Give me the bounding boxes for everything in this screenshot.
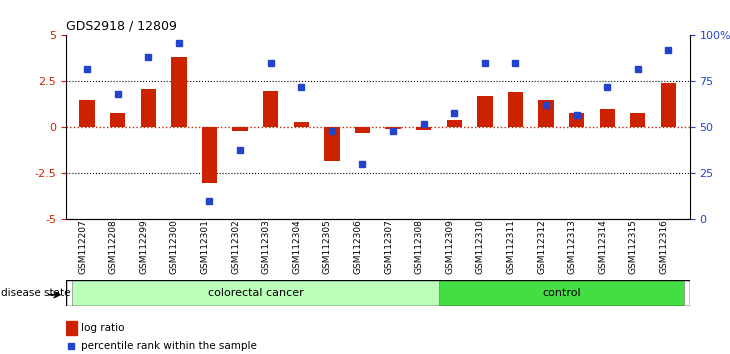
Text: GSM112312: GSM112312: [537, 219, 546, 274]
Text: GSM112311: GSM112311: [507, 219, 515, 274]
Bar: [447, 120, 462, 127]
Text: GSM112299: GSM112299: [139, 219, 148, 274]
Bar: [232, 127, 247, 131]
Text: GSM112305: GSM112305: [323, 219, 332, 274]
Bar: [110, 113, 126, 127]
Bar: [80, 100, 95, 127]
Bar: [569, 113, 584, 127]
Text: GSM112307: GSM112307: [384, 219, 393, 274]
Bar: [508, 92, 523, 127]
Bar: [263, 91, 278, 127]
Text: GSM112207: GSM112207: [78, 219, 87, 274]
Text: GSM112309: GSM112309: [445, 219, 454, 274]
Bar: [141, 89, 156, 127]
Text: GSM112303: GSM112303: [261, 219, 271, 274]
Text: GDS2918 / 12809: GDS2918 / 12809: [66, 20, 177, 33]
Bar: [72, 280, 439, 306]
Text: GSM112300: GSM112300: [170, 219, 179, 274]
Text: GSM112310: GSM112310: [476, 219, 485, 274]
Text: control: control: [542, 288, 580, 298]
Text: GSM112314: GSM112314: [599, 219, 607, 274]
Text: GSM112306: GSM112306: [353, 219, 363, 274]
Text: GSM112301: GSM112301: [201, 219, 210, 274]
Text: GSM112302: GSM112302: [231, 219, 240, 274]
Bar: [416, 127, 431, 130]
Bar: [172, 57, 187, 127]
Text: GSM112316: GSM112316: [659, 219, 669, 274]
Text: log ratio: log ratio: [81, 323, 125, 333]
Bar: [385, 127, 401, 129]
Text: GSM112315: GSM112315: [629, 219, 638, 274]
Bar: [439, 280, 684, 306]
Bar: [539, 100, 553, 127]
Text: GSM112304: GSM112304: [292, 219, 301, 274]
Text: disease state: disease state: [1, 288, 71, 298]
Text: GSM112313: GSM112313: [568, 219, 577, 274]
Text: GSM112208: GSM112208: [109, 219, 118, 274]
Bar: [661, 83, 676, 127]
Bar: [599, 109, 615, 127]
Bar: [630, 113, 645, 127]
Text: colorectal cancer: colorectal cancer: [207, 288, 303, 298]
Text: GSM112308: GSM112308: [415, 219, 423, 274]
Bar: [355, 127, 370, 133]
Text: percentile rank within the sample: percentile rank within the sample: [81, 341, 257, 351]
Bar: [324, 127, 339, 161]
Bar: [293, 122, 309, 127]
Bar: [202, 127, 217, 183]
Bar: [477, 96, 493, 127]
Bar: [66, 321, 77, 335]
